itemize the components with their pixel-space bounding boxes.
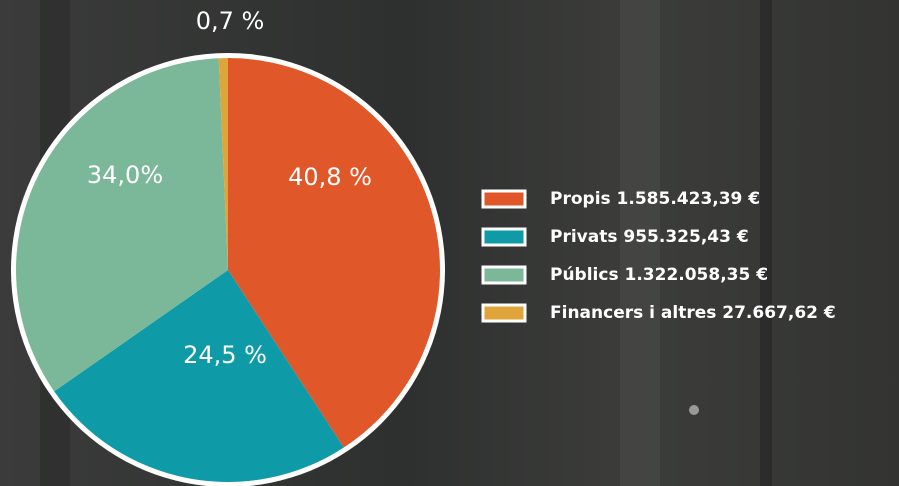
legend-swatch [481,303,527,323]
legend-label: Públics 1.322.058,35 € [550,265,768,285]
slice-label: 0,7 % [196,7,265,35]
background-strip [620,0,660,486]
pie-slice [218,58,228,270]
legend-swatch [481,189,527,209]
background-bolt [689,405,699,415]
slice-label: 34,0% [87,161,163,189]
slice-label: 40,8 % [288,163,372,191]
legend-label: Financers i altres 27.667,62 € [550,303,836,323]
legend-swatch [481,265,527,285]
pie-slice [228,58,440,448]
pie-slice [54,270,344,482]
legend-swatch [481,227,527,247]
background-strip [760,0,772,486]
legend-label: Privats 955.325,43 € [550,227,749,247]
pie-slice [15,58,229,392]
slice-label: 24,5 % [183,341,267,369]
legend-label: Propis 1.585.423,39 € [550,189,760,209]
